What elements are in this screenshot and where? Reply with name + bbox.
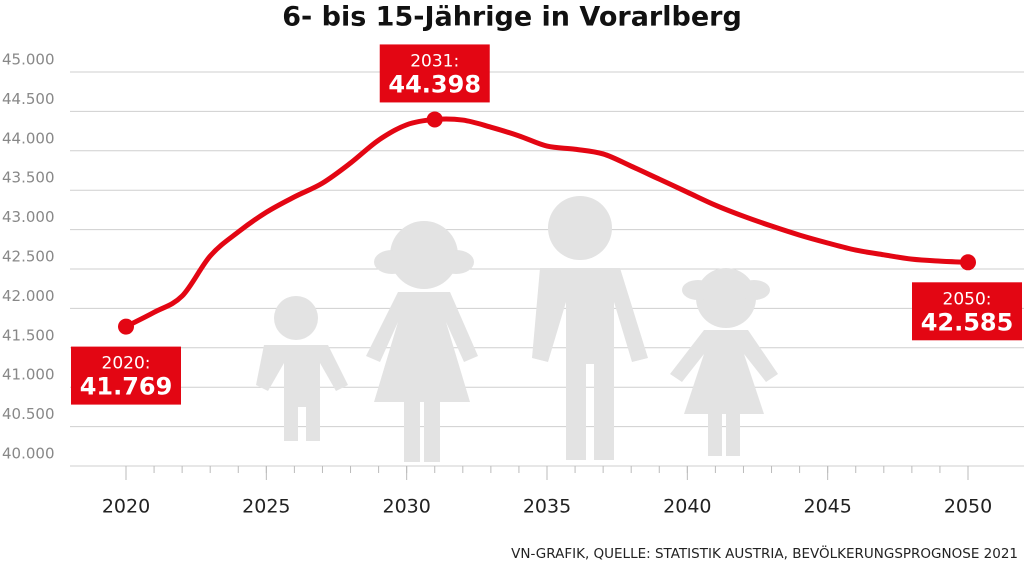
value-label: 44.398 <box>388 70 481 98</box>
annotation-year: 2020: <box>102 354 151 374</box>
x-tick-label: 2020 <box>102 496 150 518</box>
y-tick-label: 40.500 <box>2 405 55 423</box>
y-tick-label: 43.000 <box>2 208 55 226</box>
point-marker <box>118 318 134 335</box>
point-marker <box>426 111 443 128</box>
y-tick-label: 42.000 <box>2 287 55 305</box>
y-tick-label: 44.000 <box>2 129 55 147</box>
x-tick-label: 2025 <box>242 496 290 518</box>
y-tick-label: 41.500 <box>2 326 55 344</box>
plot: 2020:41.769 2031:44.398 2050:42.585 <box>71 44 1022 405</box>
y-tick-label: 40.000 <box>2 445 55 463</box>
x-tick-label: 2035 <box>523 496 571 518</box>
annotation-box <box>912 282 1022 341</box>
annotation-year: 2050: <box>943 289 992 309</box>
children-silhouettes <box>256 196 778 462</box>
y-tick-label: 45.000 <box>2 51 55 69</box>
x-tick-label: 2030 <box>382 496 430 518</box>
chart-title: 6- bis 15-Jährige in Vorarlberg <box>282 2 742 33</box>
y-tick-label: 44.500 <box>2 90 55 108</box>
y-tick-label: 41.000 <box>2 366 55 384</box>
y-tick-label: 43.500 <box>2 169 55 187</box>
y-tick-label: 42.500 <box>2 248 55 266</box>
annotation-box <box>379 44 490 103</box>
annotation-year: 2031: <box>410 51 459 71</box>
point-marker <box>960 254 976 271</box>
x-tick-label: 2040 <box>663 496 711 518</box>
x-tick-label: 2045 <box>803 496 851 518</box>
value-label: 42.585 <box>921 308 1014 336</box>
source-note: VN-GRAFIK, QUELLE: STATISTIK AUSTRIA, BE… <box>511 544 1018 562</box>
x-tick-label: 2050 <box>944 496 992 518</box>
value-label: 41.769 <box>80 373 173 401</box>
series-line <box>124 116 969 329</box>
grid: 40.000 40.500 41.000 41.500 42.000 42.500 43.0… <box>2 51 1024 518</box>
annotation-box <box>71 346 181 405</box>
